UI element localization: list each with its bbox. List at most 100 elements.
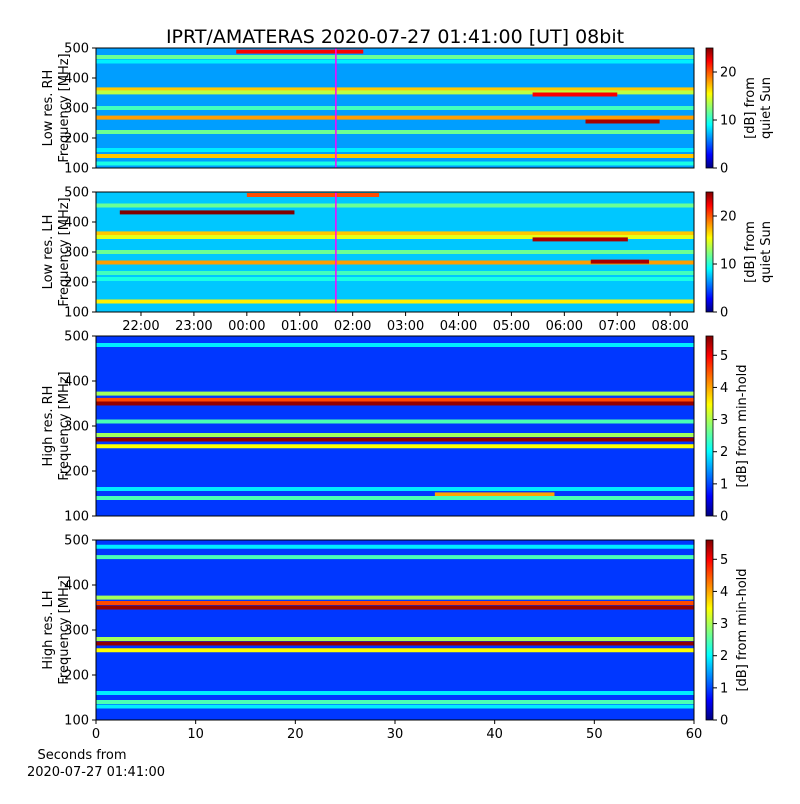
y-axis-label-line: Frequency [MHz] <box>57 575 72 684</box>
spectral-band <box>96 601 694 605</box>
y-tick-label: 500 <box>64 42 89 57</box>
colorbar-tick-label: 0 <box>720 714 728 729</box>
colorbar-tick-label: 10 <box>720 114 737 129</box>
spectral-band <box>96 595 694 600</box>
y-tick-label: 100 <box>64 162 89 177</box>
y-axis-label-line: Frequency [MHz] <box>57 197 72 306</box>
y-tick-label: 500 <box>64 534 89 549</box>
x-axis-label: Seconds from <box>37 748 126 763</box>
x-tick-label: 02:00 <box>334 319 371 334</box>
y-axis-label: Low res. RHFrequency [MHz] <box>41 53 72 162</box>
x-tick-label: 10 <box>187 727 204 742</box>
spectral-band <box>96 87 694 92</box>
spectral-band <box>96 555 694 560</box>
spectral-band <box>96 90 694 95</box>
spectral-band <box>96 648 694 653</box>
x-tick-label: 60 <box>686 727 703 742</box>
spectrogram-background <box>96 540 694 720</box>
colorbar-tick-label: 2 <box>720 649 728 664</box>
spectral-band <box>96 401 694 406</box>
spectral-band <box>96 231 694 236</box>
y-tick-label: 200 <box>64 276 89 291</box>
y-tick-label: 400 <box>64 375 89 390</box>
spectral-band <box>96 277 694 281</box>
colorbar-tick-label: 1 <box>720 477 728 492</box>
x-tick-label: 06:00 <box>546 319 583 334</box>
spectral-band <box>96 59 694 64</box>
spectral-band <box>96 641 694 646</box>
y-axis-label-line: Low res. RH <box>41 70 56 147</box>
y-tick-label: 400 <box>64 579 89 594</box>
y-tick-label: 500 <box>64 186 89 201</box>
x-tick-label: 08:00 <box>651 319 688 334</box>
spectral-band <box>96 130 694 134</box>
y-tick-label: 500 <box>64 330 89 345</box>
colorbar-label-line: [dB] from <box>743 221 758 283</box>
spectral-band <box>96 437 694 442</box>
colorbar-tick-label: 0 <box>720 306 728 321</box>
y-tick-label: 200 <box>64 669 89 684</box>
colorbar-tick-label: 0 <box>720 162 728 177</box>
spectral-band <box>96 691 694 695</box>
spectral-band <box>246 193 380 197</box>
colorbar-label-line: quiet Sun <box>759 77 774 139</box>
x-tick-label: 22:00 <box>122 319 159 334</box>
colorbar-label-line: quiet Sun <box>759 221 774 283</box>
spectral-band <box>96 343 694 347</box>
y-tick-label: 100 <box>64 714 89 729</box>
spectral-band <box>96 397 694 402</box>
spectral-band <box>96 391 694 396</box>
y-tick-label: 200 <box>64 465 89 480</box>
spectral-band <box>96 260 694 265</box>
x-tick-label: 50 <box>586 727 603 742</box>
spectral-band <box>532 237 628 242</box>
x-tick-label: 04:00 <box>440 319 477 334</box>
spectral-band <box>96 487 694 491</box>
colorbar-tick-label: 3 <box>720 617 728 632</box>
x-tick-label: 40 <box>486 727 503 742</box>
x-tick-label: 0 <box>92 727 100 742</box>
x-tick-label: 01:00 <box>281 319 318 334</box>
spectral-band <box>96 419 694 424</box>
spectral-band <box>96 250 694 254</box>
x-tick-label: 05:00 <box>493 319 530 334</box>
x-tick-label: 30 <box>387 727 404 742</box>
colorbar-tick-label: 5 <box>720 553 728 568</box>
colorbar-tick-label: 1 <box>720 681 728 696</box>
spectral-band <box>434 492 555 497</box>
spectrogram-background <box>96 336 694 516</box>
y-axis-label-line: Frequency [MHz] <box>57 53 72 162</box>
spectral-band <box>96 235 694 239</box>
colorbar-tick-label: 0 <box>720 510 728 525</box>
spectral-band <box>96 106 694 110</box>
colorbar <box>705 335 714 517</box>
spectral-band <box>96 271 694 275</box>
y-tick-label: 300 <box>64 246 89 261</box>
spectral-band <box>96 544 694 549</box>
x-tick-label: 03:00 <box>387 319 424 334</box>
y-tick-label: 400 <box>64 72 89 87</box>
y-tick-label: 100 <box>64 306 89 321</box>
spectral-band <box>96 154 694 158</box>
y-axis-label: High res. LHFrequency [MHz] <box>41 575 72 684</box>
colorbar-tick-label: 10 <box>720 258 737 273</box>
spectral-band <box>96 637 694 641</box>
colorbar-tick-label: 4 <box>720 381 728 396</box>
spectral-band <box>532 92 618 97</box>
colorbar <box>705 539 714 721</box>
spectral-band <box>96 433 694 437</box>
colorbar-tick-label: 20 <box>720 66 737 81</box>
spectral-band <box>96 161 694 166</box>
colorbar-label-line: [dB] from <box>743 77 758 139</box>
y-axis-label: Low res. LHFrequency [MHz] <box>41 197 72 306</box>
spectral-band <box>585 119 660 124</box>
spectral-band <box>119 210 295 215</box>
spectral-band <box>96 496 694 500</box>
spectral-band <box>96 605 694 610</box>
colorbar-tick-label: 20 <box>720 210 737 225</box>
colorbar-label: [dB] from min-hold <box>735 568 750 691</box>
colorbar-tick-label: 2 <box>720 445 728 460</box>
y-tick-label: 300 <box>64 102 89 117</box>
colorbar-label: [dB] fromquiet Sun <box>743 77 774 139</box>
